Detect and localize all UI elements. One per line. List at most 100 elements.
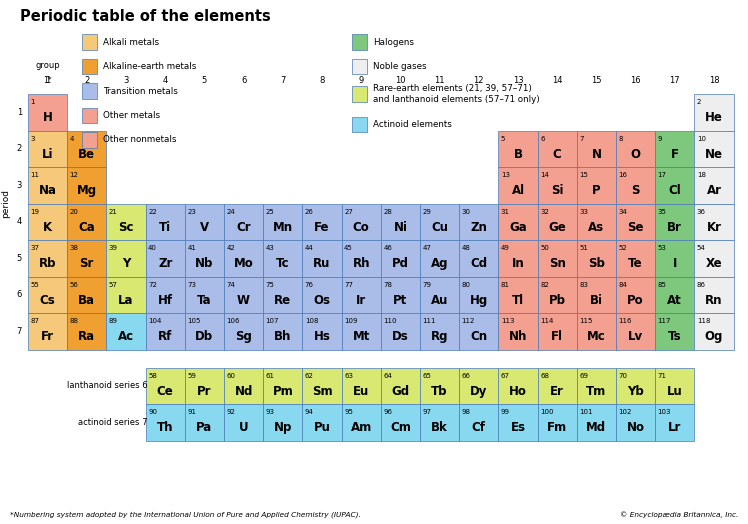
Text: 106: 106 bbox=[227, 318, 240, 324]
Bar bbox=[106, 313, 146, 350]
Bar bbox=[616, 404, 655, 441]
Bar bbox=[694, 94, 734, 130]
Text: 35: 35 bbox=[657, 209, 666, 214]
Text: 85: 85 bbox=[657, 281, 666, 288]
Text: Nh: Nh bbox=[509, 330, 527, 343]
Text: 13: 13 bbox=[512, 76, 524, 85]
Bar bbox=[381, 240, 420, 277]
Bar bbox=[655, 313, 694, 350]
Bar bbox=[263, 404, 302, 441]
Bar bbox=[538, 203, 577, 240]
Text: Ru: Ru bbox=[313, 257, 331, 270]
Text: 44: 44 bbox=[305, 245, 313, 251]
Text: Zr: Zr bbox=[158, 257, 172, 270]
Text: Er: Er bbox=[551, 385, 564, 398]
Text: 112: 112 bbox=[462, 318, 475, 324]
Text: 21: 21 bbox=[109, 209, 117, 214]
Text: 22: 22 bbox=[148, 209, 157, 214]
Text: 54: 54 bbox=[697, 245, 705, 251]
Text: Ds: Ds bbox=[392, 330, 408, 343]
Bar bbox=[263, 277, 302, 313]
Text: 60: 60 bbox=[227, 373, 236, 378]
Text: Es: Es bbox=[510, 421, 526, 434]
Text: 18: 18 bbox=[708, 76, 720, 85]
Text: 3: 3 bbox=[31, 136, 35, 141]
Text: 62: 62 bbox=[305, 373, 313, 378]
Text: Am: Am bbox=[351, 421, 372, 434]
Text: 83: 83 bbox=[579, 281, 588, 288]
Text: Ne: Ne bbox=[705, 148, 723, 161]
Bar bbox=[577, 130, 616, 167]
Bar bbox=[498, 167, 538, 203]
Text: 53: 53 bbox=[657, 245, 666, 251]
Text: 63: 63 bbox=[344, 373, 353, 378]
Text: Au: Au bbox=[431, 294, 448, 307]
Text: Yb: Yb bbox=[628, 385, 644, 398]
Text: C: C bbox=[553, 148, 562, 161]
Text: Nd: Nd bbox=[234, 385, 253, 398]
Text: 6: 6 bbox=[137, 381, 147, 390]
Text: H: H bbox=[43, 111, 52, 124]
Text: 117: 117 bbox=[657, 318, 671, 324]
Text: Bi: Bi bbox=[590, 294, 603, 307]
Text: 32: 32 bbox=[540, 209, 549, 214]
Text: Br: Br bbox=[667, 221, 682, 234]
Text: 16: 16 bbox=[619, 172, 628, 178]
Bar bbox=[459, 404, 498, 441]
Text: 11: 11 bbox=[31, 172, 40, 178]
Text: Lr: Lr bbox=[668, 421, 681, 434]
Text: Rf: Rf bbox=[158, 330, 172, 343]
Bar bbox=[381, 313, 420, 350]
Bar bbox=[302, 404, 342, 441]
Text: 114: 114 bbox=[540, 318, 554, 324]
Text: Alkaline-earth metals: Alkaline-earth metals bbox=[103, 62, 197, 71]
Bar bbox=[538, 240, 577, 277]
Text: Pa: Pa bbox=[196, 421, 212, 434]
Text: 66: 66 bbox=[462, 373, 470, 378]
Bar bbox=[498, 203, 538, 240]
Text: At: At bbox=[667, 294, 682, 307]
Text: Sg: Sg bbox=[235, 330, 252, 343]
Text: 10: 10 bbox=[395, 76, 405, 85]
Text: Ca: Ca bbox=[79, 221, 95, 234]
Bar bbox=[420, 277, 459, 313]
Text: Li: Li bbox=[42, 148, 53, 161]
Bar bbox=[28, 130, 67, 167]
Bar bbox=[459, 277, 498, 313]
Bar bbox=[616, 240, 655, 277]
Bar bbox=[224, 313, 263, 350]
Text: *Numbering system adopted by the International Union of Pure and Applied Chemist: *Numbering system adopted by the Interna… bbox=[10, 511, 361, 518]
Text: 4: 4 bbox=[162, 76, 168, 85]
Text: Re: Re bbox=[275, 294, 292, 307]
Text: 36: 36 bbox=[697, 209, 706, 214]
Bar bbox=[538, 367, 577, 404]
Text: 24: 24 bbox=[227, 209, 236, 214]
Text: Be: Be bbox=[79, 148, 95, 161]
Text: Ta: Ta bbox=[197, 294, 212, 307]
Text: P: P bbox=[592, 184, 601, 197]
Text: Ce: Ce bbox=[157, 385, 174, 398]
Bar bbox=[185, 367, 224, 404]
Text: 7: 7 bbox=[137, 418, 147, 427]
Text: 96: 96 bbox=[383, 409, 392, 415]
Text: Al: Al bbox=[512, 184, 524, 197]
Text: 28: 28 bbox=[383, 209, 392, 214]
Text: 94: 94 bbox=[305, 409, 313, 415]
Bar bbox=[302, 367, 342, 404]
Bar bbox=[694, 277, 734, 313]
Text: Nb: Nb bbox=[195, 257, 214, 270]
Text: 7: 7 bbox=[280, 76, 286, 85]
Bar bbox=[459, 313, 498, 350]
Text: Cu: Cu bbox=[431, 221, 448, 234]
Text: 52: 52 bbox=[619, 245, 628, 251]
Bar bbox=[538, 404, 577, 441]
Bar bbox=[224, 404, 263, 441]
Text: Sb: Sb bbox=[588, 257, 605, 270]
Bar bbox=[185, 203, 224, 240]
Bar bbox=[420, 240, 459, 277]
Text: Mc: Mc bbox=[587, 330, 606, 343]
Text: 87: 87 bbox=[31, 318, 40, 324]
Text: Cf: Cf bbox=[472, 421, 485, 434]
Text: 65: 65 bbox=[423, 373, 432, 378]
Text: Cd: Cd bbox=[470, 257, 488, 270]
